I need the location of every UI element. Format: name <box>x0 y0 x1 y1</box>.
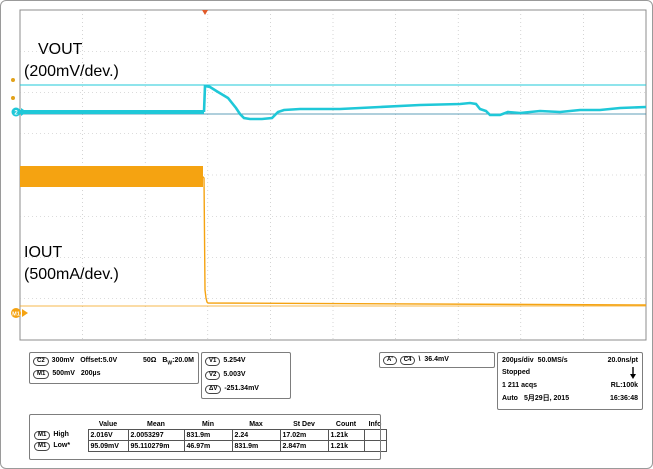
c2-bandwidth-limit: :20.0M <box>172 357 194 364</box>
sample-rate: 50.0MS/s <box>537 357 568 364</box>
v2-badge[interactable]: V2 <box>205 371 221 380</box>
col-mean: Mean <box>147 420 165 428</box>
cell-value: 95.09mV <box>87 440 129 452</box>
marker-dot-upper <box>11 78 15 82</box>
oscilloscope-display: 2 M1 <box>11 9 647 341</box>
channel-info-panel[interactable]: C2 300mV Offset:5.0V 50Ω BW:20.0M M1 500mV… <box>29 352 199 384</box>
measurement-header-row: Value Mean Min Max St Dev Count Info <box>32 419 386 430</box>
row-name: Low* <box>53 441 71 449</box>
measurement-table: Value Mean Min Max St Dev Count Info M1 H… <box>32 419 387 452</box>
resolution: 20.0ns/pt <box>607 357 638 364</box>
col-max: Max <box>249 420 263 428</box>
m1-timebase: 200µs <box>80 370 101 377</box>
c2-offset: Offset:5.0V <box>80 357 118 364</box>
vout-title-label: VOUT <box>38 41 83 58</box>
vout-channel-marker: 2 <box>11 107 27 117</box>
trigger-position-marker <box>202 10 208 15</box>
c2-scale: 300mV <box>51 357 75 364</box>
vout-trace <box>202 84 647 121</box>
trigger-a-badge[interactable]: A' <box>383 356 397 365</box>
v1-value: 5.254V <box>223 357 246 364</box>
vout-scale-label: (200mV/dev.) <box>24 63 119 80</box>
svg-text:2: 2 <box>14 111 18 117</box>
v1-badge[interactable]: V1 <box>205 357 221 366</box>
run-state: Stopped <box>502 369 530 376</box>
delta-v-value: -251.34mV <box>224 385 259 392</box>
falling-edge-icon: \ <box>418 356 421 363</box>
c2-bandwidth-symbol: B <box>162 357 168 364</box>
record-length: RL:100k <box>610 382 638 389</box>
marker-dot-lower <box>11 96 15 100</box>
v2-value: 5.003V <box>223 371 246 378</box>
col-info: Info <box>368 420 382 428</box>
trigger-level: 36.4mV <box>424 356 449 363</box>
col-min: Min <box>201 420 215 428</box>
capture-time: 16:36:48 <box>609 395 638 402</box>
svg-text:M1: M1 <box>12 312 20 318</box>
measurement-row[interactable]: M1 High 2.016V 2.0053297 831.9m 2.24 17.0… <box>32 429 387 441</box>
graticule-grid <box>20 10 646 340</box>
measurement-panel-border <box>29 414 381 460</box>
row-source-badge[interactable]: M1 <box>34 430 51 440</box>
col-count: Count <box>335 420 357 428</box>
trigger-source-badge[interactable]: C4 <box>399 356 416 365</box>
c2-badge[interactable]: C2 <box>33 357 49 366</box>
cursor-readout-panel[interactable]: V1 5.254V V2 5.003V ΔV -251.34mV <box>201 352 291 399</box>
single-arrow-icon <box>630 367 636 379</box>
iout-noise-band <box>20 166 203 187</box>
m1-badge[interactable]: M1 <box>33 370 50 379</box>
iout-math-marker: M1 <box>11 308 28 318</box>
iout-title-label: IOUT <box>24 244 63 261</box>
trigger-mode: Auto <box>502 395 518 402</box>
trigger-info-panel[interactable]: A' C4 \ 36.4mV <box>379 352 495 368</box>
col-stdev: St Dev <box>293 420 315 428</box>
m1-scale: 500mV <box>52 370 75 377</box>
row-name: High <box>53 430 69 438</box>
col-value: Value <box>98 420 118 428</box>
delta-v-badge[interactable]: ΔV <box>205 385 222 394</box>
capture-date: 5月29日, 2015 <box>523 395 570 402</box>
cell-max: 831.9m <box>231 440 281 452</box>
acquisition-count: 1 211 acqs <box>502 382 538 389</box>
c2-impedance: 50Ω <box>143 357 157 364</box>
acquisition-panel[interactable]: 200µs/div 50.0MS/s 20.0ns/pt Stopped 1 21… <box>497 352 643 410</box>
timebase: 200µs/div <box>502 357 534 364</box>
measurement-row[interactable]: M1 Low* 95.09mV 95.110279m 46.97m 831.9m … <box>32 440 387 452</box>
c2-bandwidth-sub: W <box>167 360 173 367</box>
row-source-badge[interactable]: M1 <box>34 441 51 451</box>
iout-scale-label: (500mA/dev.) <box>24 266 119 283</box>
